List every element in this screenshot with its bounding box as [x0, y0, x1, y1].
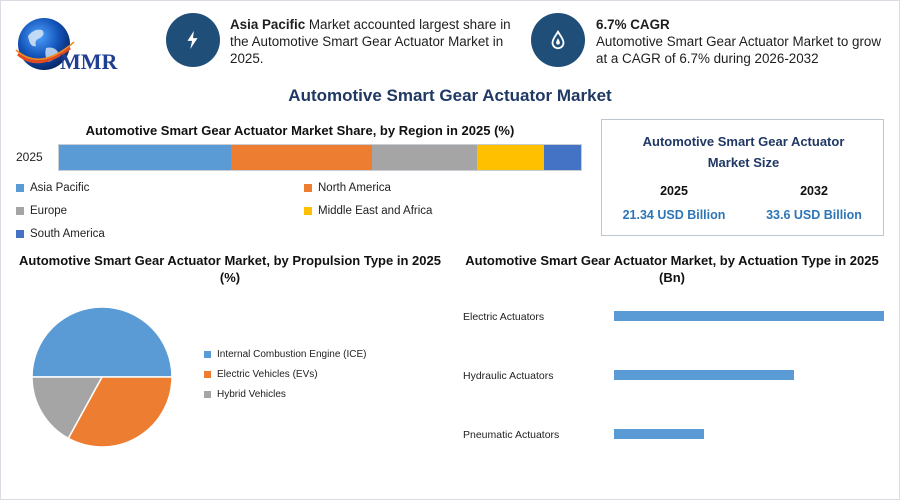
page-title: Automotive Smart Gear Actuator Market: [288, 86, 612, 105]
actuation-bar-chart: Electric Actuators Hydraulic Actuators Pne…: [463, 311, 884, 441]
legend-swatch: [304, 184, 312, 192]
market-size-year: 2025: [660, 184, 688, 198]
propulsion-legend-item: Internal Combustion Engine (ICE): [204, 349, 367, 360]
legend-swatch: [304, 207, 312, 215]
region-legend-item: North America: [304, 182, 391, 194]
region-legend-item: South America: [16, 228, 105, 240]
actuation-chart-title: Automotive Smart Gear Actuator Market, b…: [465, 253, 879, 285]
region-legend-item: Europe: [16, 205, 67, 217]
region-legend-label: South America: [30, 228, 105, 240]
region-legend-label: Middle East and Africa: [318, 205, 433, 217]
market-size-title: Automotive Smart Gear Actuator Market Si…: [642, 134, 845, 170]
region-bar-segment: [544, 145, 581, 170]
info-cagr: 6.7% CAGR Automotive Smart Gear Actuator…: [596, 16, 886, 67]
region-legend-item: Middle East and Africa: [304, 205, 432, 217]
droplet-icon-badge: [531, 13, 585, 67]
region-legend-label: North America: [318, 182, 391, 194]
region-legend-label: Asia Pacific: [30, 182, 90, 194]
pie-slice: [67, 376, 173, 448]
actuation-bar: [614, 429, 704, 439]
region-legend-item: Asia Pacific: [16, 182, 89, 194]
info-asia-pacific-text: Market accounted largest share in the Au…: [230, 17, 511, 66]
region-bar-category: 2025: [16, 150, 43, 164]
mmr-logo: MMR: [15, 18, 119, 74]
legend-swatch: [204, 391, 211, 398]
pie-slice: [31, 376, 104, 440]
legend-swatch: [204, 371, 211, 378]
market-size-col-2025: 2025 21.34 USD Billion: [604, 184, 744, 222]
actuation-category-label: Hydraulic Actuators: [463, 370, 553, 382]
actuation-bar: [614, 370, 794, 380]
region-chart-title: Automotive Smart Gear Actuator Market Sh…: [85, 123, 515, 138]
droplet-icon: [551, 29, 565, 50]
market-size-year: 2032: [800, 184, 828, 198]
propulsion-legend-label: Electric Vehicles (EVs): [217, 369, 318, 380]
market-size-value: 21.34 USD Billion: [622, 208, 726, 222]
market-size-value: 33.6 USD Billion: [766, 208, 862, 222]
logo-text: MMR: [60, 49, 119, 74]
actuation-category-label: Electric Actuators: [463, 311, 544, 323]
legend-swatch: [16, 184, 24, 192]
info-asia-pacific: Asia Pacific Market accounted largest sh…: [230, 16, 522, 67]
propulsion-chart-title: Automotive Smart Gear Actuator Market, b…: [19, 253, 441, 285]
propulsion-pie-chart: [31, 306, 173, 448]
info-cagr-text: Automotive Smart Gear Actuator Market to…: [596, 34, 882, 66]
info-cagr-bold: 6.7% CAGR: [596, 17, 670, 32]
lightning-icon-badge: [166, 13, 220, 67]
lightning-icon: [187, 30, 198, 50]
actuation-category-label: Pneumatic Actuators: [463, 429, 559, 441]
legend-swatch: [16, 230, 24, 238]
propulsion-legend-label: Hybrid Vehicles: [217, 389, 286, 400]
region-bar-segment: [59, 145, 232, 170]
propulsion-legend-label: Internal Combustion Engine (ICE): [217, 349, 367, 360]
info-asia-pacific-bold: Asia Pacific: [230, 17, 306, 32]
region-bar-segment: [476, 145, 545, 170]
propulsion-legend-item: Hybrid Vehicles: [204, 389, 286, 400]
region-stacked-bar: [58, 144, 582, 171]
region-legend-label: Europe: [30, 205, 68, 217]
actuation-bar: [614, 311, 884, 321]
market-size-box: Automotive Smart Gear Actuator Market Si…: [601, 119, 884, 236]
market-size-col-2032: 2032 33.6 USD Billion: [744, 184, 884, 222]
region-bar-segment: [372, 145, 477, 170]
legend-swatch: [204, 351, 211, 358]
propulsion-legend-item: Electric Vehicles (EVs): [204, 369, 318, 380]
legend-swatch: [16, 207, 24, 215]
region-bar-segment: [231, 145, 373, 170]
pie-slice: [31, 306, 173, 378]
